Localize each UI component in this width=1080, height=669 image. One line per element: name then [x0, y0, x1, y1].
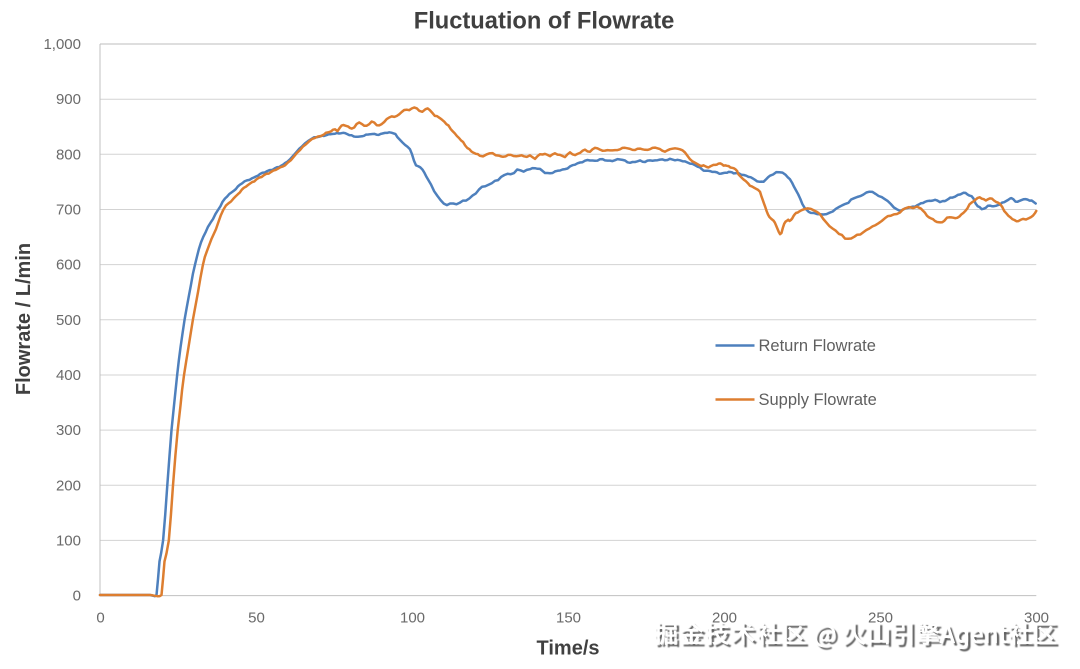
svg-text:Time/s: Time/s [537, 638, 600, 660]
svg-text:150: 150 [556, 610, 581, 627]
svg-text:600: 600 [56, 257, 81, 274]
svg-text:700: 700 [56, 202, 81, 219]
svg-text:400: 400 [56, 367, 81, 384]
svg-text:300: 300 [1024, 610, 1049, 627]
svg-text:800: 800 [56, 146, 81, 163]
svg-text:900: 900 [56, 91, 81, 108]
svg-text:Return Flowrate: Return Flowrate [759, 337, 876, 355]
svg-text:100: 100 [400, 610, 425, 627]
svg-text:Flowrate / L/min: Flowrate / L/min [13, 243, 35, 395]
svg-text:0: 0 [73, 588, 81, 605]
svg-text:300: 300 [56, 422, 81, 439]
svg-text:500: 500 [56, 312, 81, 329]
svg-text:Supply Flowrate: Supply Flowrate [759, 391, 877, 409]
svg-text:250: 250 [868, 610, 893, 627]
svg-text:0: 0 [96, 610, 104, 627]
svg-text:200: 200 [712, 610, 737, 627]
svg-text:100: 100 [56, 532, 81, 549]
svg-text:200: 200 [56, 477, 81, 494]
svg-text:1,000: 1,000 [43, 36, 81, 53]
svg-text:50: 50 [248, 610, 265, 627]
svg-text:Fluctuation of Flowrate: Fluctuation of Flowrate [414, 9, 675, 35]
